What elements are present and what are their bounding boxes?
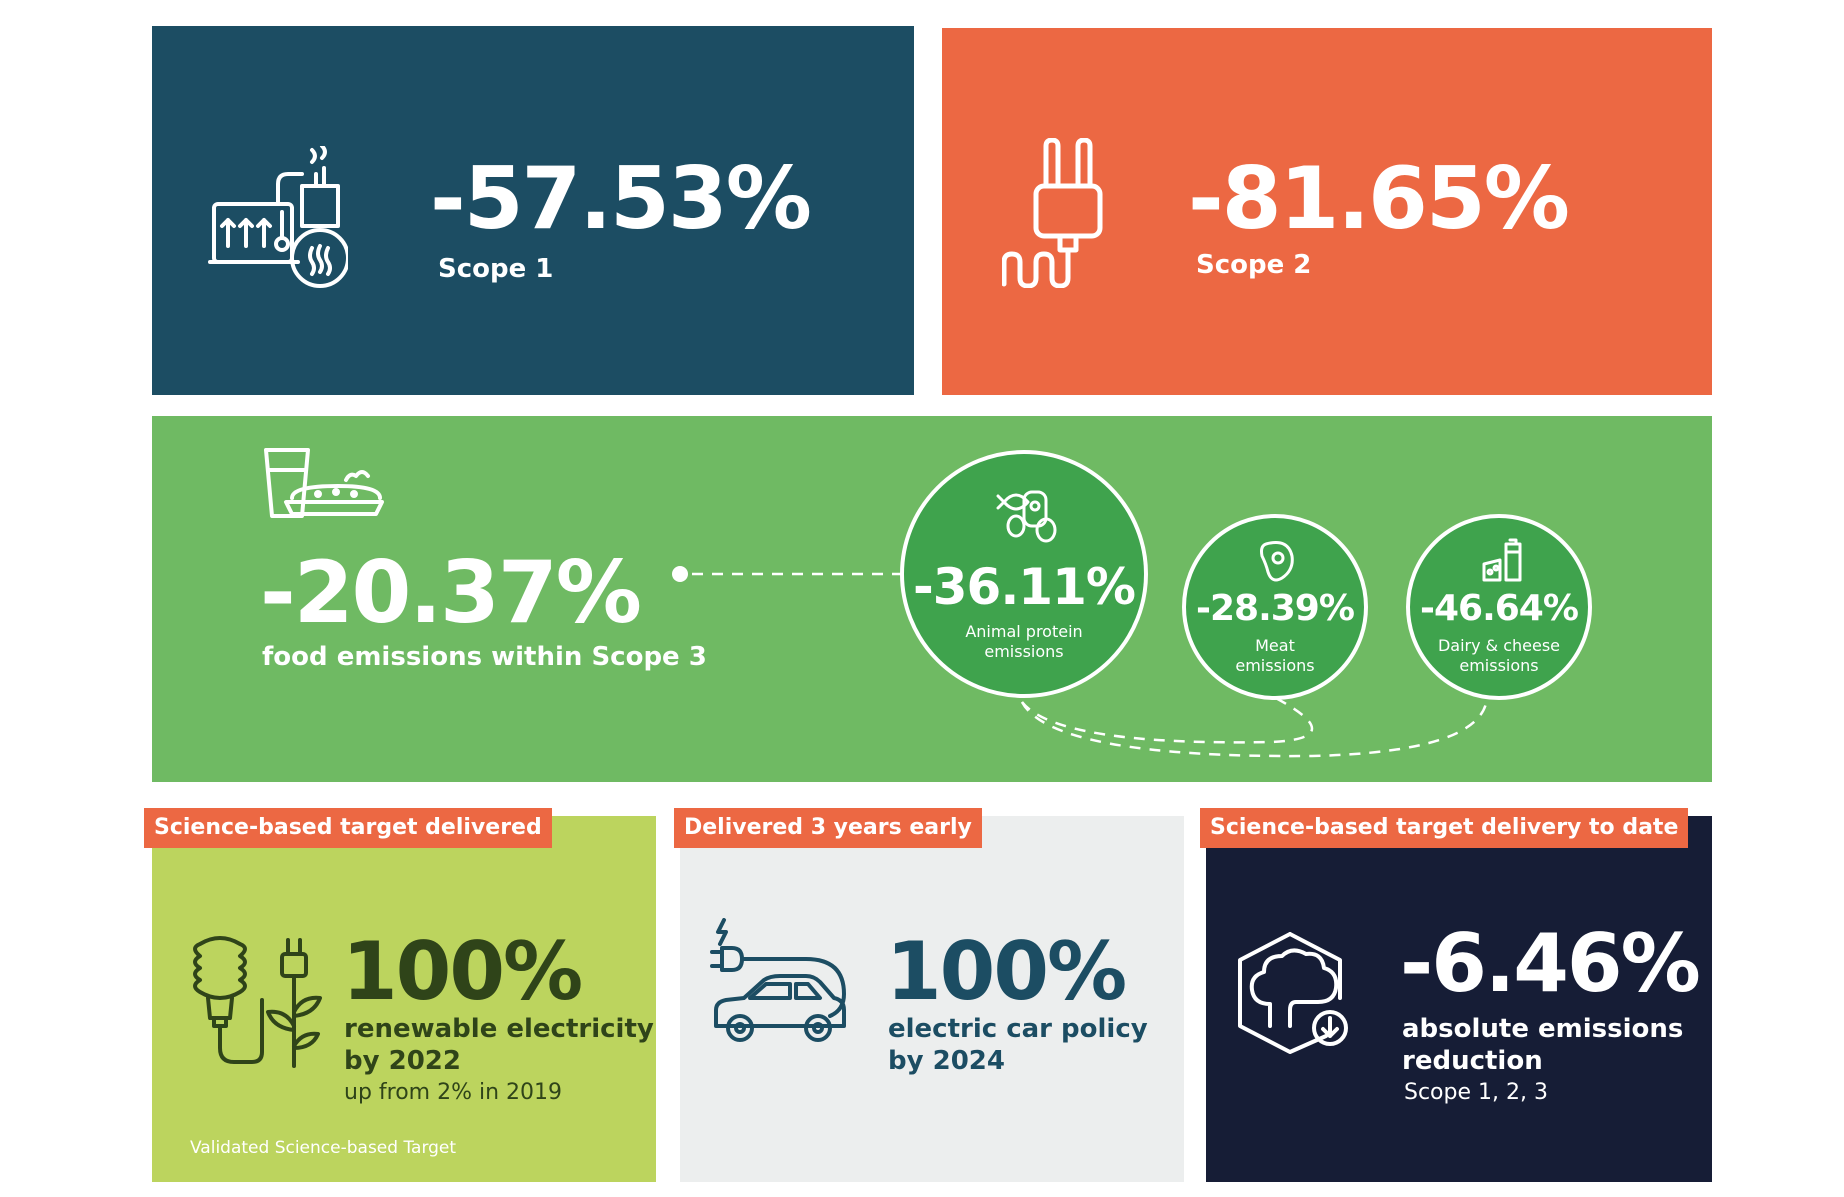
scope1-panel: -57.53% Scope 1 <box>152 26 914 395</box>
scope3-panel: -20.37% food emissions within Scope 3 -3… <box>152 416 1712 782</box>
renewable-panel: 100% renewable electricity by 2022 up fr… <box>152 816 656 1182</box>
absolute-sub: Scope 1, 2, 3 <box>1404 1080 1548 1105</box>
scope2-label: Scope 2 <box>1196 250 1312 280</box>
bulb-plug-plant-icon <box>193 936 322 1068</box>
absolute-value: -6.46% <box>1400 917 1701 1010</box>
cloud-down-icon <box>1238 932 1348 1054</box>
electric-car-value: 100% <box>886 925 1127 1018</box>
breakdown-dairy-value: -46.64% <box>1420 588 1579 629</box>
renewable-value: 100% <box>342 925 583 1018</box>
scope3-label: food emissions within Scope 3 <box>262 642 707 672</box>
renewable-footnote: Validated Science-based Target <box>190 1138 457 1158</box>
electric-car-icon <box>710 918 846 1042</box>
breakdown-connector <box>672 566 1489 758</box>
fish-meat-egg-icon <box>996 490 1057 543</box>
absolute-tag: Science-based target delivery to date <box>1200 808 1689 848</box>
scope1-label: Scope 1 <box>438 254 554 284</box>
renewable-tag: Science-based target delivered <box>144 808 552 848</box>
renewable-sub: up from 2% in 2019 <box>344 1080 563 1105</box>
renewable-line1: renewable electricity <box>344 1014 654 1044</box>
scope2-panel: -81.65% Scope 2 <box>942 28 1712 395</box>
breakdown-dairy-caption2: emissions <box>1459 656 1539 675</box>
scope1-value: -57.53% <box>430 149 812 249</box>
steak-icon <box>1260 541 1294 582</box>
breakdown-animal-protein: -36.11% Animal protein emissions <box>900 450 1148 698</box>
scope2-value: -81.65% <box>1188 149 1570 249</box>
breakdown-meat-caption1: Meat <box>1255 636 1295 655</box>
absolute-line2: reduction <box>1402 1046 1543 1076</box>
breakdown-dairy-caption1: Dairy & cheese <box>1437 636 1561 655</box>
breakdown-dairy: -46.64% Dairy & cheese emissions <box>1406 514 1592 700</box>
breakdown-meat-caption2: emissions <box>1235 656 1315 675</box>
renewable-line2: by 2022 <box>344 1046 461 1076</box>
breakdown-meat-value: -28.39% <box>1196 588 1355 629</box>
electric-car-tag: Delivered 3 years early <box>674 808 982 848</box>
electric-plug-icon <box>1002 138 1103 288</box>
scope3-value: -20.37% <box>260 543 642 643</box>
electric-car-line2: by 2024 <box>888 1046 1005 1076</box>
absolute-panel: -6.46% absolute emissions reduction Scop… <box>1206 816 1712 1182</box>
electric-car-panel: 100% electric car policy by 2024 <box>680 816 1184 1182</box>
electric-car-line1: electric car policy <box>888 1014 1148 1044</box>
food-meal-icon <box>264 448 384 518</box>
breakdown-meat: -28.39% Meat emissions <box>1182 514 1368 700</box>
breakdown-animal-protein-caption2: emissions <box>984 642 1064 661</box>
absolute-line1: absolute emissions <box>1402 1014 1684 1044</box>
milk-cheese-icon <box>1482 538 1522 582</box>
factory-heat-icon <box>208 146 348 288</box>
breakdown-animal-protein-caption1: Animal protein <box>965 622 1083 641</box>
breakdown-animal-protein-value: -36.11% <box>912 558 1136 616</box>
